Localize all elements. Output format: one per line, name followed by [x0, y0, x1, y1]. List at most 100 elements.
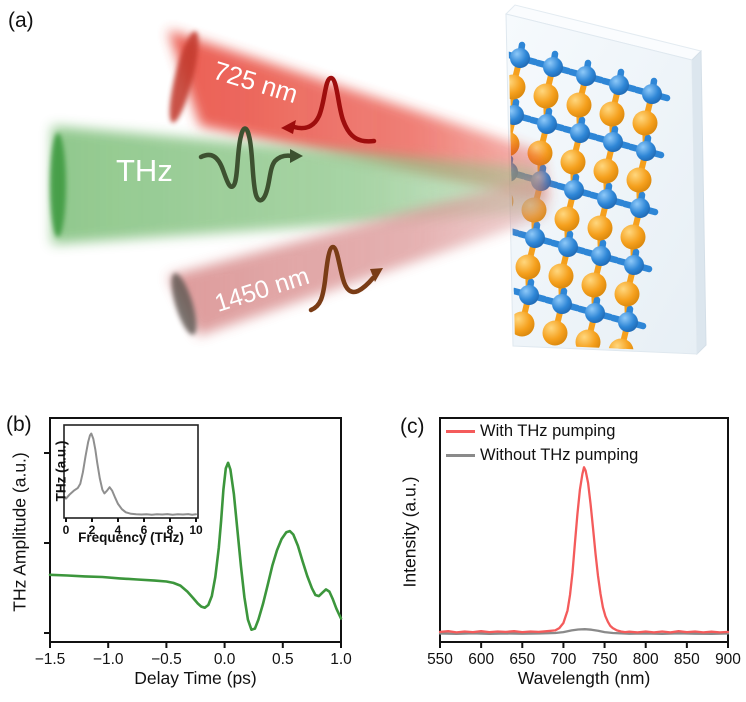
x-tick-label: 800 — [633, 651, 659, 668]
orange-atom — [548, 263, 574, 289]
panel-b-y-axis-title: THz Amplitude (a.u.) — [9, 452, 30, 612]
orange-atom — [581, 272, 607, 298]
blue-atom — [636, 141, 656, 161]
orange-atom — [566, 92, 592, 118]
blue-atom — [508, 105, 524, 125]
orange-atom — [542, 320, 568, 346]
blue-atom — [609, 75, 629, 95]
curve — [438, 466, 730, 634]
orange-atom — [632, 110, 658, 136]
beam-725nm — [168, 30, 550, 202]
curve — [48, 461, 343, 631]
blue-atom — [537, 114, 557, 134]
legend-item-without-thz: Without THz pumping — [446, 446, 638, 465]
orange-atom — [554, 206, 580, 232]
x-tick-label: 6 — [141, 523, 148, 537]
blue-atom — [570, 123, 590, 143]
panel-b-inset-plot: 0 2 4 6 8 10 — [63, 432, 203, 537]
blue-atom — [624, 255, 644, 275]
bond-stub — [496, 273, 498, 286]
legend-label-with-thz: With THz pumping — [480, 422, 616, 440]
pulse-thz-wave-icon — [198, 126, 295, 203]
orange-atom — [626, 167, 652, 193]
beams — [52, 30, 550, 336]
orange-atom — [599, 101, 625, 127]
orange-atom — [515, 254, 541, 280]
legend-item-with-thz: With THz pumping — [446, 422, 615, 441]
x-tick-label: −1.0 — [93, 651, 124, 668]
blue-atom — [543, 57, 563, 77]
orange-atom — [477, 303, 502, 328]
bond — [489, 286, 496, 315]
panel-c-label: (c) — [400, 415, 425, 438]
pulse-725nm-icon — [291, 75, 377, 144]
beam-1450nm — [168, 176, 548, 336]
blue-atom — [642, 84, 662, 104]
orange-atom — [593, 158, 619, 184]
arrowhead-thz — [290, 149, 303, 163]
x-tick-label: 0.0 — [214, 651, 236, 668]
blue-atom — [597, 189, 617, 209]
x-tick-label: 750 — [592, 651, 618, 668]
blue-atom — [486, 276, 506, 296]
x-tick-label: −0.5 — [151, 651, 182, 668]
x-tick-label: 4 — [115, 523, 122, 537]
panel-b-inset-frame — [63, 424, 199, 519]
legend-line-red — [446, 430, 475, 433]
x-tick-label: 600 — [468, 651, 494, 668]
curve — [438, 628, 730, 636]
orange-atom — [533, 83, 559, 109]
orange-atom — [575, 329, 601, 352]
orange-atom — [560, 149, 586, 175]
blue-atom — [510, 48, 530, 68]
x-tick-label: 2 — [89, 523, 96, 537]
panel-c-x-axis-title: Wavelength (nm) — [517, 668, 651, 688]
blue-atom — [552, 294, 572, 314]
panel-c-y-axis-title: Intensity (a.u.) — [399, 476, 420, 588]
x-tick-label: −1.5 — [35, 651, 66, 668]
x-tick-label: 0 — [63, 523, 70, 537]
orange-atom — [587, 215, 613, 241]
blue-atom — [576, 66, 596, 86]
orange-atom — [509, 311, 535, 337]
x-tick-label: 8 — [167, 523, 174, 537]
arrowhead-1450nm — [370, 268, 383, 282]
orange-atom — [614, 281, 640, 307]
orange-atom — [620, 224, 646, 250]
blue-atom — [564, 180, 584, 200]
panel-b-label: (b) — [6, 413, 32, 436]
blue-atom — [525, 228, 545, 248]
arrowhead-725nm — [281, 120, 296, 134]
blue-atom — [519, 285, 539, 305]
beam-label-thz: THz — [116, 153, 173, 188]
blue-atom — [618, 312, 638, 332]
panel-b-frame — [49, 417, 342, 643]
inset-x-axis-title: Frequency (THz) — [78, 530, 184, 545]
legend-line-gray — [446, 454, 475, 457]
blue-atom — [603, 132, 623, 152]
panel-c-plot: 550 600 650 700 750 800 850 900 — [427, 466, 741, 668]
beam-725nm-endcap — [169, 31, 199, 123]
x-tick-label: 1.0 — [330, 651, 352, 668]
panel-b-x-axis-title: Delay Time (ps) — [134, 668, 257, 688]
blue-atom — [558, 237, 578, 257]
inset-y-axis-title: THz (a.u.) — [53, 440, 69, 502]
x-tick-label: 0.5 — [272, 651, 294, 668]
charts-canvas: −1.5 −1.0 −0.5 0.0 0.5 1.0 0 2 4 6 8 10 550 600 650 7… — [35, 417, 741, 668]
blue-atom — [585, 303, 605, 323]
pulse-1450nm-icon — [308, 244, 376, 313]
x-tick-label: 550 — [427, 651, 453, 668]
curve — [65, 432, 197, 516]
legend-label-without-thz: Without THz pumping — [480, 446, 639, 464]
x-tick-label: 850 — [674, 651, 700, 668]
x-tick-label: 650 — [509, 651, 535, 668]
blue-atom — [591, 246, 611, 266]
panel-a-label: (a) — [8, 9, 34, 32]
bond — [495, 258, 496, 286]
panel-a-scene — [50, 4, 707, 356]
x-tick-label: 900 — [715, 651, 741, 668]
panel-c-frame — [439, 417, 729, 643]
x-tick-label: 700 — [550, 651, 576, 668]
orange-atom — [508, 74, 526, 100]
